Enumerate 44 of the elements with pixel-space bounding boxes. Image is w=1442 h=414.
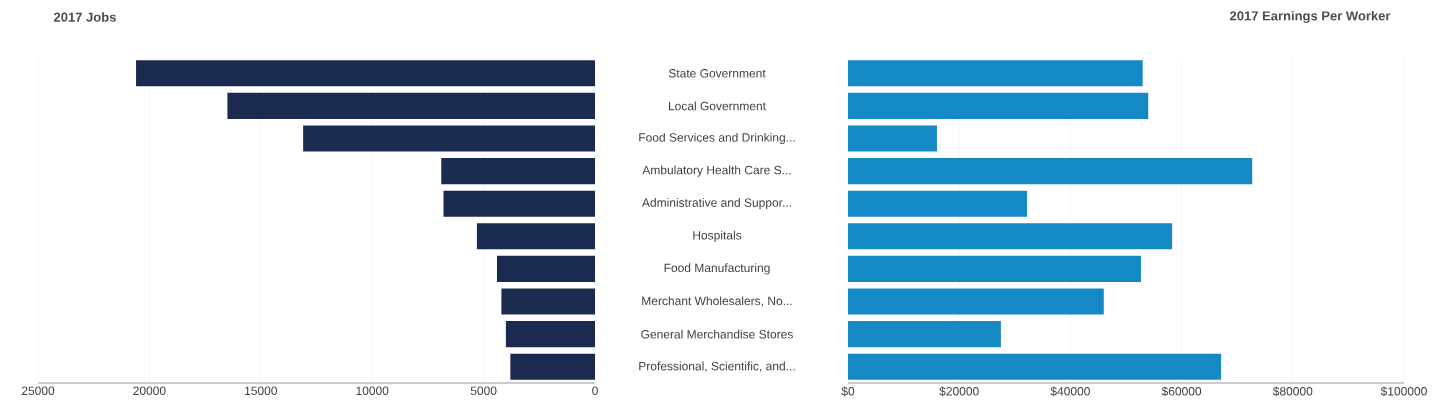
bar: [303, 125, 596, 152]
y-tick-label: Merchant Wholesalers, No...: [642, 296, 792, 307]
bar: [501, 288, 596, 315]
bar: [848, 60, 1143, 87]
x-tick-label: 20000: [133, 386, 166, 396]
x-tick-label: 0: [592, 386, 598, 396]
y-tick-label: Ambulatory Health Care S...: [642, 165, 791, 177]
chart-title: 2017 Earnings Per Worker: [1230, 10, 1391, 24]
chart-title: 2017 Jobs: [54, 12, 116, 22]
x-tick-label: 5000: [470, 386, 497, 396]
bar: [443, 190, 596, 217]
y-tick-label: Food Manufacturing: [664, 263, 770, 275]
x-tick-label: $60000: [1161, 386, 1202, 397]
bar: [848, 125, 937, 152]
bar: [510, 353, 596, 380]
bar: [848, 223, 1173, 250]
bar: [476, 223, 596, 250]
y-tick-label: Hospitals: [693, 230, 742, 242]
x-tick-label: $0: [841, 386, 855, 397]
x-tick-label: 15000: [245, 386, 278, 396]
x-tick-label: $100000: [1380, 386, 1427, 397]
x-tick-label: $80000: [1272, 386, 1313, 397]
bar: [441, 158, 596, 185]
bar: [848, 288, 1104, 315]
x-tick-label: $40000: [1050, 386, 1090, 397]
y-tick-label: Local Government: [668, 101, 766, 111]
bar: [848, 92, 1149, 119]
x-tick-label: $20000: [939, 386, 979, 397]
bar: [496, 255, 596, 282]
bar: [136, 60, 596, 87]
bar: [227, 92, 596, 119]
y-tick-label: Food Services and Drinking...: [639, 132, 795, 145]
bar: [848, 321, 1001, 348]
bar: [848, 353, 1222, 380]
y-tick-label: General Merchandise Stores: [641, 329, 793, 339]
y-tick-label: Professional, Scientific, and...: [639, 361, 795, 372]
bar: [505, 321, 596, 348]
y-tick-label: State Government: [668, 69, 766, 78]
bar: [848, 255, 1142, 282]
bar: [848, 190, 1028, 217]
bar: [848, 158, 1253, 185]
x-tick-label: 10000: [356, 386, 389, 396]
x-tick-label: 25000: [21, 386, 55, 396]
y-tick-label: Administrative and Suppor...: [641, 198, 791, 210]
